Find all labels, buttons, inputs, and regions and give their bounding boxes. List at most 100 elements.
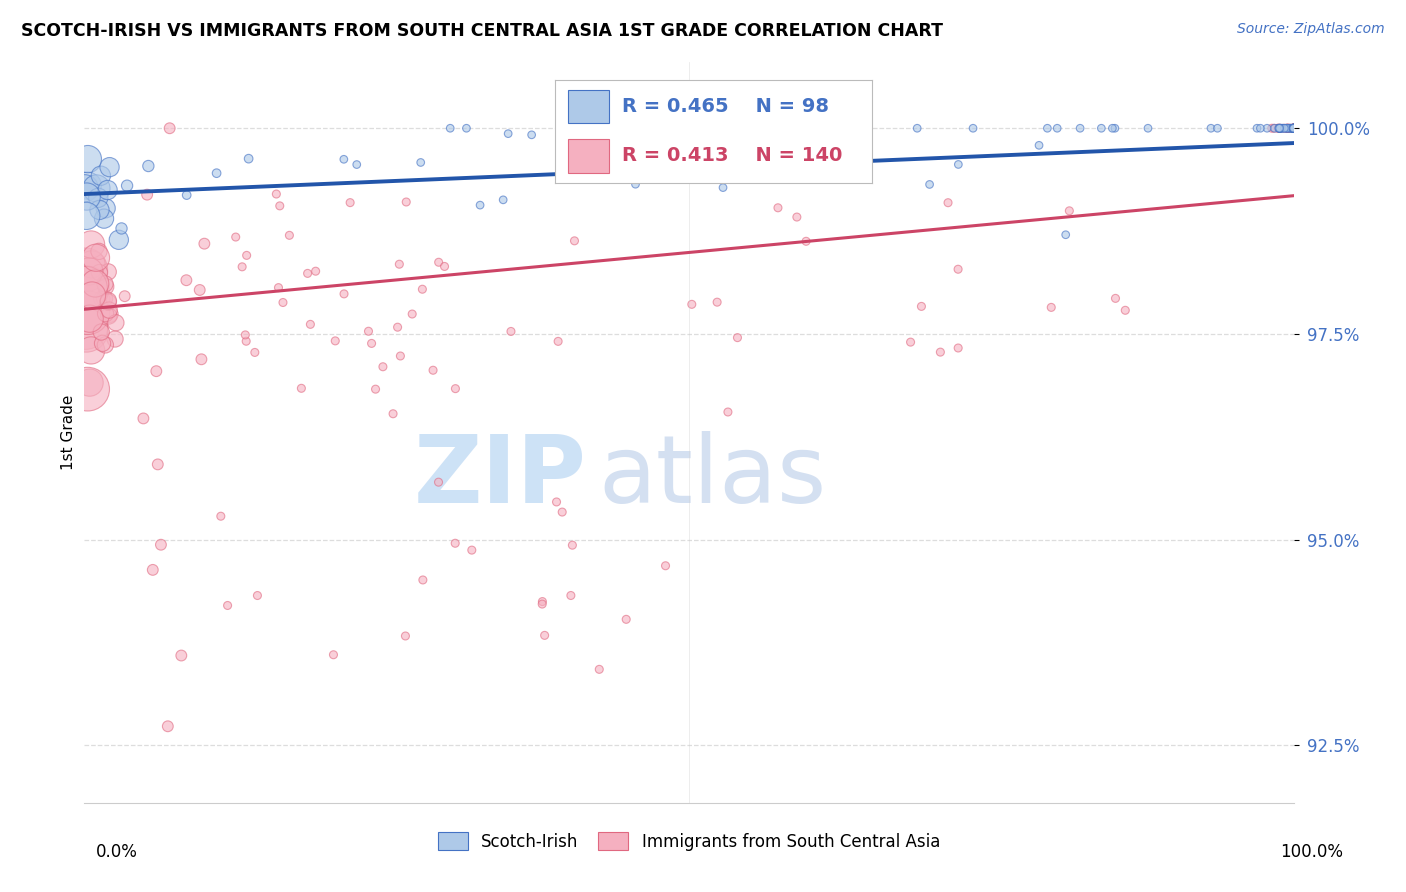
Point — [1268, 121, 1291, 136]
Point — [1272, 121, 1295, 136]
Point — [1282, 121, 1305, 136]
Point — [97, 309, 120, 323]
Point — [1282, 121, 1305, 136]
Point — [346, 157, 368, 171]
Point — [929, 345, 952, 359]
Point — [401, 307, 423, 321]
Point — [1104, 291, 1126, 305]
Point — [1114, 303, 1136, 318]
Point — [686, 121, 709, 136]
Point — [246, 589, 269, 603]
Point — [1059, 203, 1081, 218]
Point — [357, 324, 380, 338]
Point — [149, 538, 172, 552]
Legend: Scotch-Irish, Immigrants from South Central Asia: Scotch-Irish, Immigrants from South Cent… — [432, 825, 946, 857]
Point — [93, 211, 115, 226]
Point — [89, 266, 111, 280]
Point — [1282, 121, 1305, 136]
Point — [388, 257, 411, 271]
Point — [104, 316, 127, 330]
Point — [962, 121, 984, 136]
Point — [77, 152, 100, 166]
Point — [1282, 121, 1305, 136]
Point — [1282, 121, 1305, 136]
Point — [395, 194, 418, 209]
Point — [1282, 121, 1305, 136]
Point — [170, 648, 193, 663]
Text: 100.0%: 100.0% — [1279, 843, 1343, 861]
Point — [76, 189, 98, 203]
Point — [94, 338, 117, 352]
Point — [75, 323, 97, 337]
Point — [322, 648, 344, 662]
Point — [76, 178, 98, 193]
Point — [217, 599, 239, 613]
Point — [231, 260, 253, 274]
Point — [1282, 121, 1305, 136]
Point — [1268, 121, 1291, 136]
Point — [1282, 121, 1305, 136]
Point — [80, 237, 103, 252]
Point — [581, 121, 603, 136]
Point — [132, 411, 155, 425]
Point — [98, 303, 121, 318]
Point — [76, 382, 98, 396]
Point — [564, 234, 586, 248]
Text: Source: ZipAtlas.com: Source: ZipAtlas.com — [1237, 22, 1385, 37]
Point — [1278, 121, 1301, 136]
Text: 0.0%: 0.0% — [96, 843, 138, 861]
Point — [145, 364, 167, 378]
Point — [946, 262, 969, 277]
Point — [1282, 121, 1305, 136]
Point — [79, 264, 101, 278]
Point — [1246, 121, 1268, 136]
Point — [84, 251, 107, 265]
Point — [1279, 121, 1302, 136]
Point — [1281, 121, 1303, 136]
Point — [75, 281, 97, 295]
Point — [97, 295, 120, 310]
Point — [1261, 121, 1284, 136]
Point — [531, 594, 554, 608]
Point — [97, 265, 120, 279]
Point — [456, 121, 478, 136]
Point — [235, 334, 257, 349]
Point — [706, 295, 728, 310]
Point — [444, 536, 467, 550]
Point — [86, 181, 108, 195]
Point — [1069, 121, 1091, 136]
Point — [918, 178, 941, 192]
Point — [409, 155, 432, 169]
Point — [90, 169, 112, 183]
Point — [1282, 121, 1305, 136]
Point — [461, 543, 484, 558]
Point — [278, 228, 301, 243]
Point — [1278, 121, 1301, 136]
Point — [1268, 121, 1291, 136]
Point — [382, 407, 405, 421]
Point — [1101, 121, 1123, 136]
Point — [94, 201, 117, 215]
Point — [1282, 121, 1305, 136]
Point — [1263, 121, 1285, 136]
Point — [267, 280, 290, 294]
Point — [520, 128, 543, 142]
Point — [711, 180, 734, 194]
Point — [75, 262, 97, 277]
Point — [1281, 121, 1303, 136]
Point — [233, 327, 256, 342]
Point — [1282, 121, 1305, 136]
Point — [550, 121, 572, 136]
Point — [900, 335, 922, 350]
Point — [614, 612, 637, 626]
Point — [205, 166, 228, 180]
Point — [1282, 121, 1305, 136]
Point — [560, 589, 582, 603]
Point — [727, 331, 749, 345]
Point — [97, 293, 120, 308]
Point — [238, 152, 260, 166]
Point — [193, 236, 215, 251]
Point — [412, 573, 434, 587]
Point — [114, 289, 136, 303]
Point — [1271, 121, 1294, 136]
